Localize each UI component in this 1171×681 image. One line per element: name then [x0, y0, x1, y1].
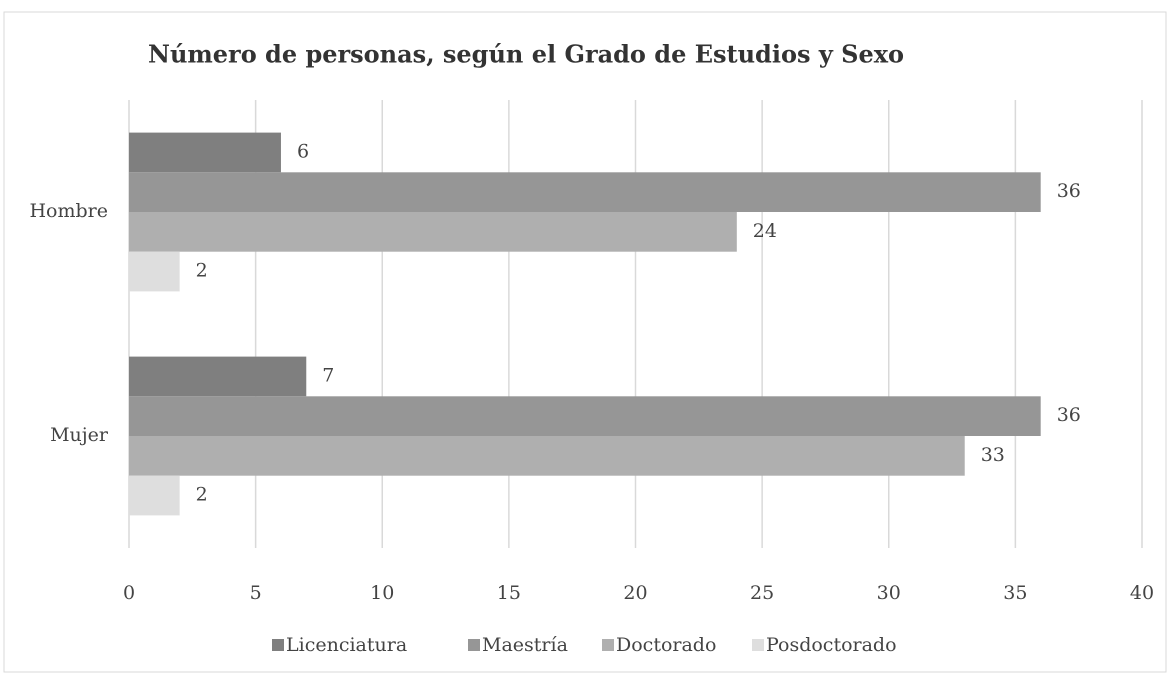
bar: [129, 132, 281, 173]
bar: [129, 396, 1041, 436]
legend-swatch: [468, 639, 480, 651]
data-label: 33: [981, 444, 1005, 466]
x-tick-label: 0: [123, 582, 135, 604]
legend-label: Doctorado: [616, 634, 716, 656]
bar: [129, 251, 180, 292]
x-tick-label: 20: [623, 582, 647, 604]
data-label: 24: [753, 220, 777, 242]
x-tick-label: 25: [750, 582, 774, 604]
legend-label: Licenciatura: [286, 634, 407, 656]
bar: [129, 212, 737, 252]
data-label: 2: [196, 260, 208, 282]
bar: [129, 172, 1041, 212]
bar: [129, 475, 180, 516]
legend-swatch: [752, 639, 764, 651]
legend-swatch: [272, 639, 284, 651]
y-tick-label: Mujer: [50, 424, 109, 446]
data-label: 36: [1057, 180, 1081, 202]
legend-swatch: [602, 639, 614, 651]
legend-label: Posdoctorado: [766, 634, 897, 656]
legend-label: Maestría: [482, 634, 568, 656]
chart-title: Número de personas, según el Grado de Es…: [148, 40, 904, 69]
x-tick-label: 30: [877, 582, 901, 604]
data-label: 36: [1057, 404, 1081, 426]
chart-border: [3, 11, 1167, 673]
y-tick-label: Hombre: [29, 200, 108, 222]
data-label: 2: [196, 484, 208, 506]
bar: [129, 356, 307, 397]
x-tick-label: 40: [1130, 582, 1154, 604]
x-tick-label: 35: [1003, 582, 1027, 604]
x-tick-label: 15: [497, 582, 521, 604]
bar: [129, 436, 965, 476]
data-label: 7: [322, 364, 334, 386]
x-tick-label: 5: [250, 582, 262, 604]
x-tick-label: 10: [370, 582, 394, 604]
data-label: 6: [297, 140, 309, 162]
